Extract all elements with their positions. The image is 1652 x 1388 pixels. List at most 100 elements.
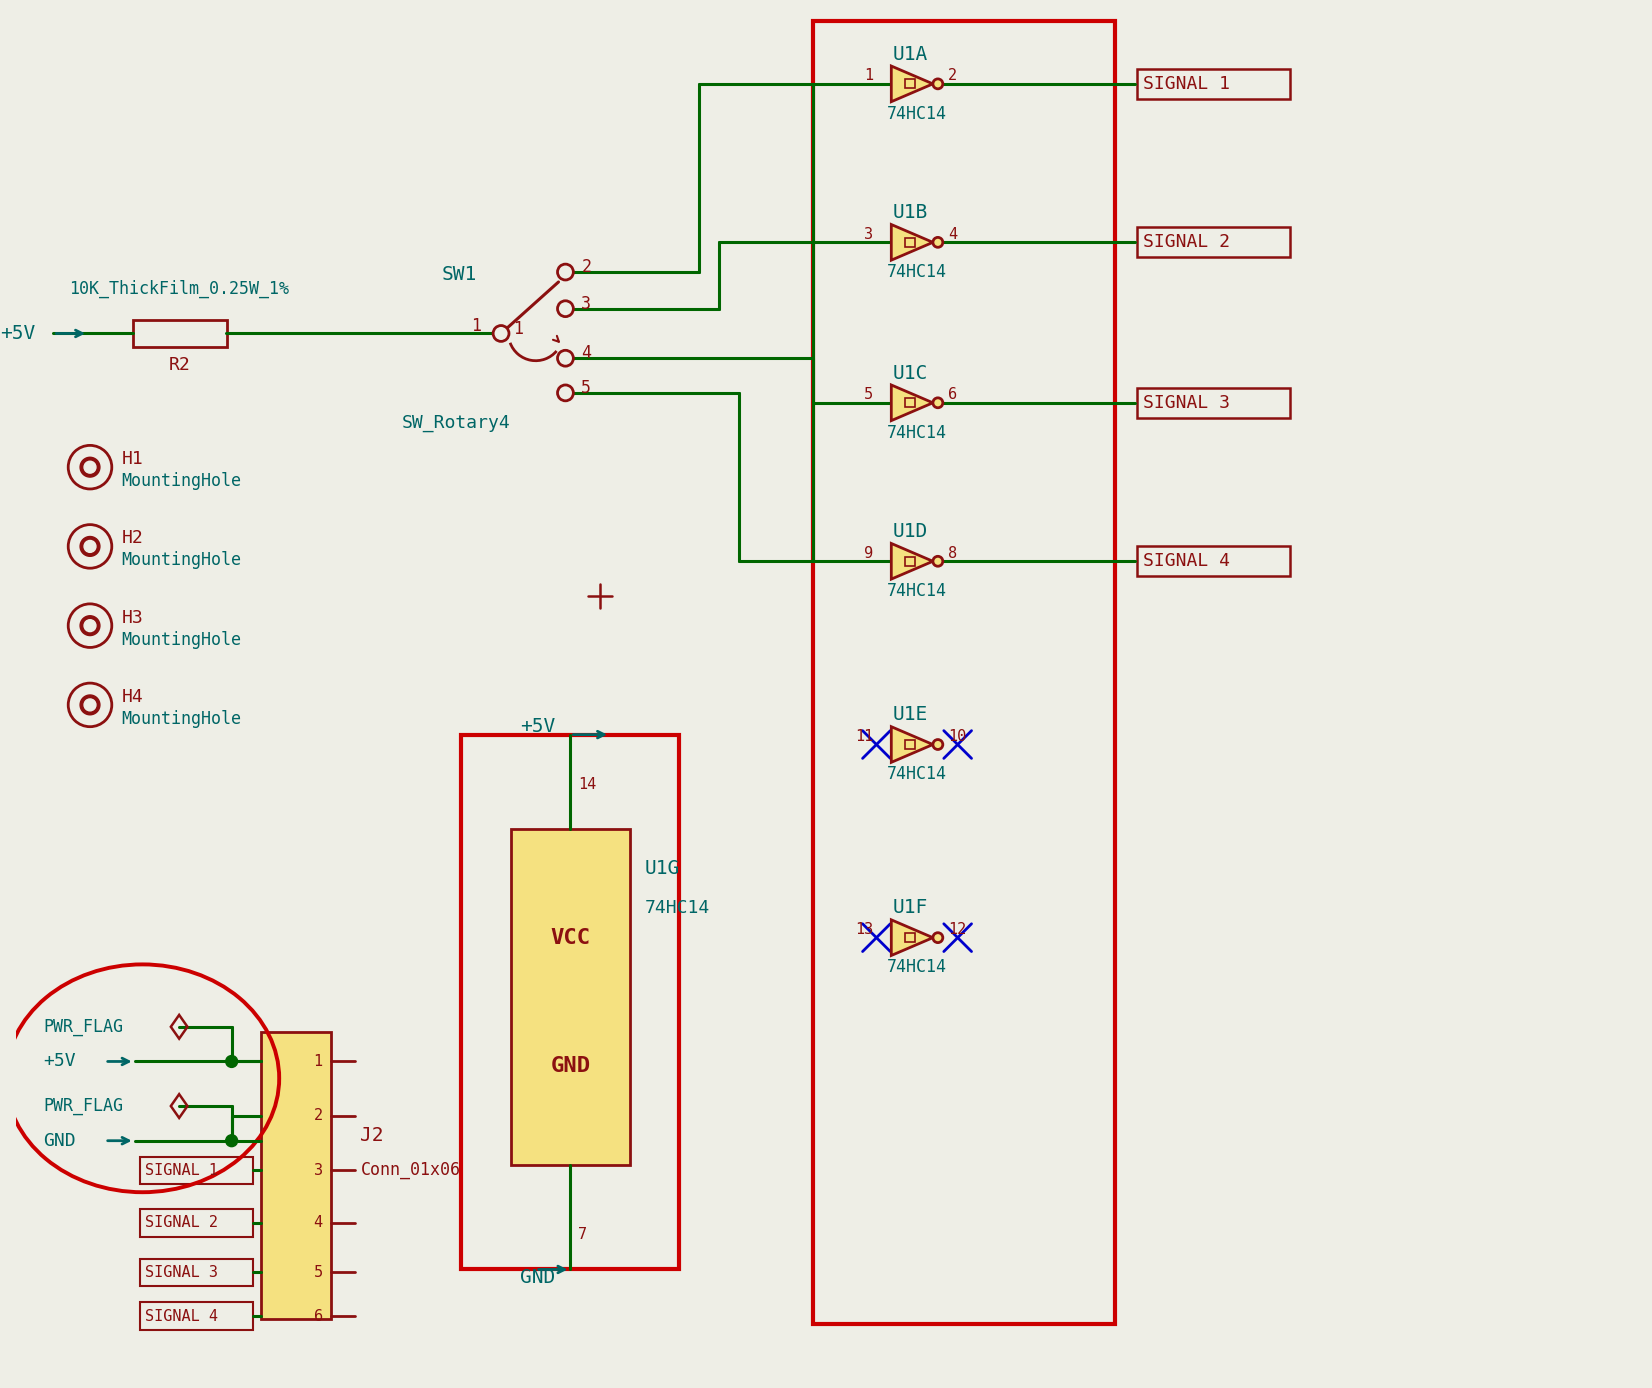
Text: SIGNAL 1: SIGNAL 1 [1143,75,1229,93]
Polygon shape [892,727,933,762]
Text: 2: 2 [948,68,957,83]
Text: U1G: U1G [644,859,681,877]
Bar [461,734,679,1270]
Text: 74HC14: 74HC14 [887,423,947,441]
Bar [139,1302,253,1330]
Circle shape [84,540,96,552]
Bar [1137,547,1290,576]
Text: MountingHole: MountingHole [122,630,241,648]
Bar [139,1259,253,1287]
Bar [905,237,915,247]
Circle shape [68,604,112,647]
Bar [813,21,1115,1324]
Text: +5V: +5V [43,1052,76,1070]
Text: 3: 3 [582,294,591,312]
Bar [510,829,629,1166]
Text: +5V: +5V [520,718,555,736]
Text: 74HC14: 74HC14 [887,104,947,122]
Text: 5: 5 [314,1264,322,1280]
Text: SIGNAL 3: SIGNAL 3 [1143,394,1229,412]
Text: H3: H3 [122,609,144,627]
Text: +5V: +5V [0,323,36,343]
Bar [905,398,915,407]
Text: 4: 4 [582,344,591,362]
Text: U1E: U1E [892,705,927,725]
Text: SW_Rotary4: SW_Rotary4 [401,414,510,432]
Text: 10K_ThickFilm_0.25W_1%: 10K_ThickFilm_0.25W_1% [69,280,289,298]
Text: PWR_FLAG: PWR_FLAG [43,1097,124,1115]
Text: SIGNAL 4: SIGNAL 4 [145,1309,218,1324]
Text: MountingHole: MountingHole [122,472,241,490]
Text: 2: 2 [314,1109,322,1123]
Text: SIGNAL 2: SIGNAL 2 [145,1216,218,1230]
Text: GND: GND [520,1267,555,1287]
Bar [139,1209,253,1237]
Text: 74HC14: 74HC14 [887,958,947,976]
Polygon shape [892,544,933,579]
Text: 1: 1 [314,1053,322,1069]
Text: 6: 6 [314,1309,322,1324]
Circle shape [79,537,99,557]
Text: 12: 12 [948,922,966,937]
Text: 7: 7 [578,1227,588,1242]
Bar [905,740,915,750]
Text: 1: 1 [471,316,481,335]
Text: GND: GND [550,1056,590,1077]
Text: MountingHole: MountingHole [122,709,241,727]
Bar [905,557,915,566]
Text: Conn_01x06: Conn_01x06 [360,1162,461,1180]
Text: 11: 11 [856,729,874,744]
Circle shape [84,700,96,711]
Polygon shape [892,67,933,101]
Circle shape [226,1055,238,1067]
Text: 1: 1 [512,319,524,337]
Text: 3: 3 [314,1163,322,1178]
Circle shape [68,446,112,489]
Circle shape [68,683,112,727]
Text: 14: 14 [578,777,596,791]
Bar [905,933,915,942]
Text: 4: 4 [314,1216,322,1230]
Text: U1B: U1B [892,203,927,222]
Circle shape [557,301,573,316]
Text: SIGNAL 4: SIGNAL 4 [1143,552,1229,570]
Circle shape [79,616,99,636]
Circle shape [79,457,99,477]
Circle shape [557,350,573,366]
Circle shape [68,525,112,568]
Text: 5: 5 [582,379,591,397]
Circle shape [933,79,943,89]
Text: 74HC14: 74HC14 [887,264,947,280]
Polygon shape [892,920,933,955]
Text: H2: H2 [122,529,144,547]
Polygon shape [892,384,933,421]
Text: 13: 13 [856,922,874,937]
Circle shape [933,398,943,408]
Text: SIGNAL 2: SIGNAL 2 [1143,233,1229,251]
Circle shape [84,461,96,473]
Text: U1F: U1F [892,898,927,917]
Text: 10: 10 [948,729,966,744]
Text: 4: 4 [948,226,957,242]
Text: U1C: U1C [892,364,927,383]
Text: 2: 2 [582,258,591,276]
Text: VCC: VCC [550,927,590,948]
Circle shape [933,933,943,942]
Text: 9: 9 [864,545,874,561]
Text: 8: 8 [948,545,957,561]
Text: 1: 1 [864,68,874,83]
Text: SW1: SW1 [441,265,477,283]
Bar [139,1156,253,1184]
Text: H4: H4 [122,688,144,706]
Circle shape [84,619,96,632]
Bar [1137,228,1290,257]
Bar [1137,69,1290,99]
Bar [132,319,226,347]
Text: 74HC14: 74HC14 [644,899,710,917]
Text: U1D: U1D [892,522,927,541]
Polygon shape [892,225,933,260]
Text: U1A: U1A [892,44,927,64]
Text: H1: H1 [122,450,144,468]
Text: SIGNAL 3: SIGNAL 3 [145,1264,218,1280]
Text: 3: 3 [864,226,874,242]
